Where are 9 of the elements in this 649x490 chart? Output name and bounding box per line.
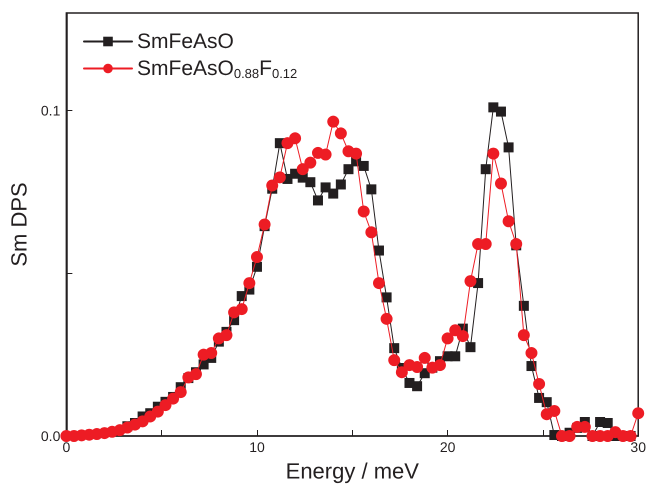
x-axis-title: Energy / meV — [286, 458, 420, 484]
legend-label: SmFeAsO — [137, 30, 234, 53]
y-tick-label: 0.0 — [40, 428, 61, 444]
y-tick-label: 0.1 — [40, 102, 61, 119]
x-tick-label: 10 — [249, 439, 265, 455]
y-axis-title: Sm DPS — [6, 182, 32, 267]
x-tick-label: 20 — [440, 439, 456, 455]
x-tick-label: 30 — [630, 439, 646, 455]
x-tick-label: 0 — [62, 439, 70, 455]
